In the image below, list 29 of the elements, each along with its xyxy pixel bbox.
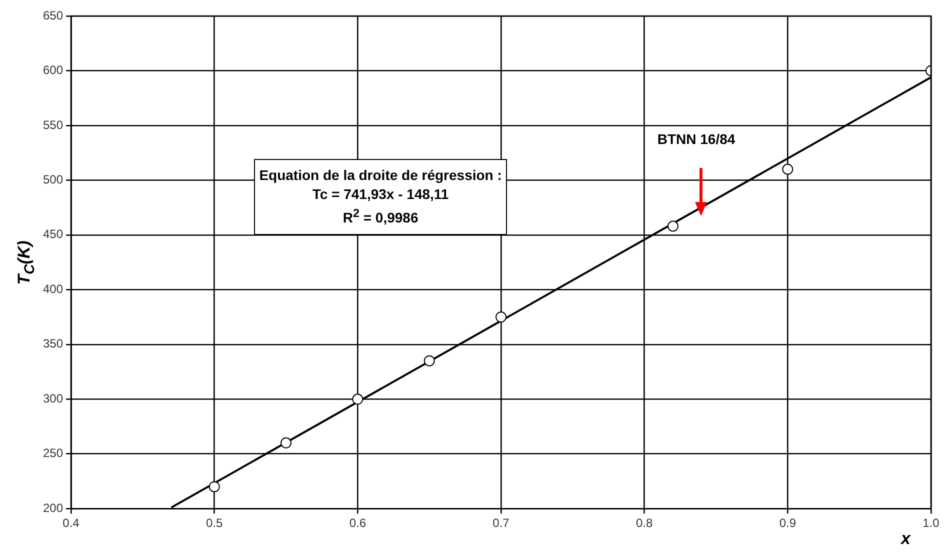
x-tick-label: 0.9: [779, 516, 796, 530]
x-axis-title: x: [901, 528, 910, 549]
y-tick-label: 300: [42, 391, 64, 406]
x-tick-label: 1.0: [922, 516, 940, 530]
point: [424, 355, 435, 366]
x-tick-label: 0.6: [349, 516, 366, 530]
y-tick-label: 250: [42, 446, 64, 460]
point: [208, 481, 220, 492]
point: [352, 394, 364, 405]
y-tick-label: 550: [42, 118, 64, 132]
y-tick-label: 650: [42, 8, 64, 22]
x-tick-label: 0.4: [62, 516, 80, 530]
point: [668, 220, 679, 232]
y-tick-label: 200: [42, 500, 64, 515]
x-tick-label: 0.8: [636, 516, 654, 530]
y-tick-label: 350: [42, 336, 64, 351]
annotation: R$^{2}$ = 0,9986: [342, 206, 420, 228]
point: [280, 437, 292, 448]
annotation: BTNN 16/84: [657, 131, 736, 148]
x-tick-label: 0.5: [206, 516, 224, 530]
x-tick-label: 0.7: [492, 516, 510, 530]
point: [782, 164, 794, 175]
y-tick-label: 400: [42, 282, 64, 296]
point: [496, 312, 507, 323]
y-tick-label: 500: [42, 172, 64, 187]
annotation: Equation de la droite de régression :: [259, 166, 502, 185]
annotation: Tc = 741,93x - 148,11: [311, 184, 450, 204]
y-tick-label: 450: [42, 227, 64, 242]
y-tick-label: 600: [42, 63, 64, 78]
